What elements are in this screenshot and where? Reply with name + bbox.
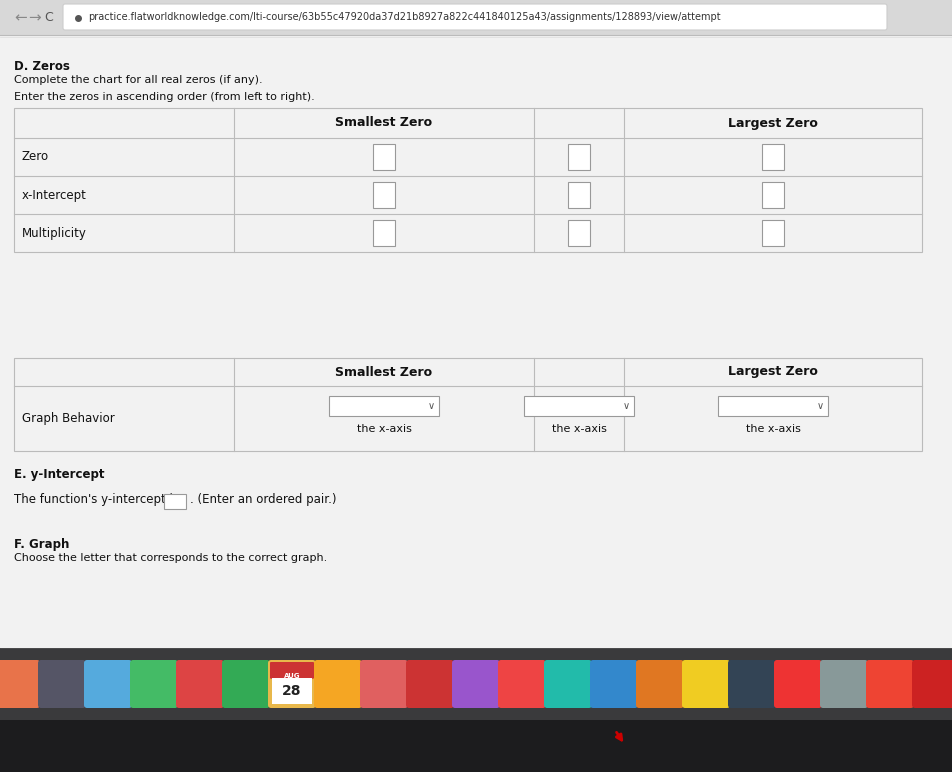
FancyBboxPatch shape [452,660,500,708]
FancyBboxPatch shape [360,660,408,708]
FancyBboxPatch shape [130,660,178,708]
FancyBboxPatch shape [544,660,592,708]
Bar [568,220,590,246]
Bar [568,144,590,170]
Bar [0,648,952,720]
Bar [373,182,395,208]
FancyBboxPatch shape [590,660,638,708]
Text: Smallest Zero: Smallest Zero [335,365,432,378]
FancyBboxPatch shape [314,660,362,708]
Bar [762,144,784,170]
Text: →: → [28,10,41,25]
Text: F. Graph: F. Graph [14,538,69,551]
Text: Multiplicity: Multiplicity [22,226,87,239]
FancyBboxPatch shape [498,660,546,708]
FancyBboxPatch shape [774,660,822,708]
Text: ∨: ∨ [427,401,434,411]
Bar [272,678,312,704]
FancyBboxPatch shape [222,660,270,708]
Bar [524,396,634,416]
Text: Largest Zero: Largest Zero [728,117,818,130]
Text: Zero: Zero [22,151,50,164]
Text: x-Intercept: x-Intercept [22,188,87,201]
FancyBboxPatch shape [636,660,684,708]
Bar [762,182,784,208]
Text: E. y-Intercept: E. y-Intercept [14,468,105,481]
Text: Complete the chart for all real zeros (if any).: Complete the chart for all real zeros (i… [14,75,263,85]
Bar [718,396,828,416]
Bar [373,144,395,170]
Text: AUG: AUG [284,673,300,679]
FancyBboxPatch shape [63,4,887,30]
Text: ←: ← [14,10,27,25]
Bar [164,494,186,509]
Text: Smallest Zero: Smallest Zero [335,117,432,130]
FancyBboxPatch shape [176,660,224,708]
FancyBboxPatch shape [820,660,868,708]
Text: the x-axis: the x-axis [745,424,801,434]
Bar [762,220,784,246]
FancyBboxPatch shape [270,662,314,679]
Text: . (Enter an ordered pair.): . (Enter an ordered pair.) [190,493,336,506]
Text: Choose the letter that corresponds to the correct graph.: Choose the letter that corresponds to th… [14,553,327,563]
Bar [329,396,439,416]
FancyBboxPatch shape [728,660,776,708]
Text: Graph Behavior: Graph Behavior [22,412,115,425]
FancyBboxPatch shape [268,660,316,708]
Bar [0,0,952,35]
Text: 28: 28 [282,684,302,698]
Text: ∨: ∨ [817,401,823,411]
Text: the x-axis: the x-axis [551,424,606,434]
Bar [14,108,922,252]
FancyBboxPatch shape [682,660,730,708]
Bar [0,720,952,772]
Bar [568,182,590,208]
FancyBboxPatch shape [912,660,952,708]
Bar [373,220,395,246]
FancyBboxPatch shape [38,660,86,708]
FancyBboxPatch shape [0,660,40,708]
Bar [14,358,922,451]
Text: practice.flatworldknowledge.com/lti-course/63b55c47920da37d21b8927a822c441840125: practice.flatworldknowledge.com/lti-cour… [88,12,721,22]
Text: Largest Zero: Largest Zero [728,365,818,378]
Text: D. Zeros: D. Zeros [14,60,69,73]
Text: Enter the zeros in ascending order (from left to right).: Enter the zeros in ascending order (from… [14,92,315,102]
Text: C: C [44,11,52,24]
FancyBboxPatch shape [866,660,914,708]
Text: ∨: ∨ [623,401,629,411]
Text: the x-axis: the x-axis [357,424,411,434]
Text: The function's y-intercept is: The function's y-intercept is [14,493,179,506]
FancyBboxPatch shape [406,660,454,708]
FancyBboxPatch shape [84,660,132,708]
